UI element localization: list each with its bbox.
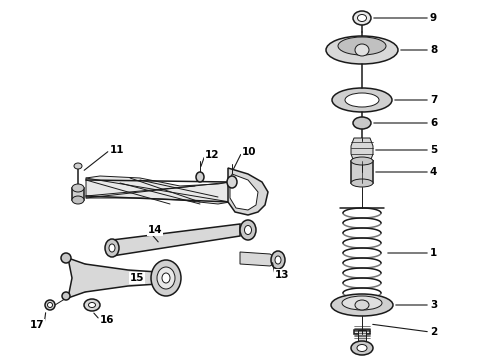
Text: 9: 9 [430, 13, 437, 23]
Ellipse shape [338, 37, 386, 55]
Ellipse shape [74, 163, 82, 169]
Polygon shape [230, 174, 258, 210]
Ellipse shape [326, 36, 398, 64]
Ellipse shape [48, 302, 52, 307]
Polygon shape [240, 252, 280, 266]
Ellipse shape [353, 11, 371, 25]
Ellipse shape [61, 253, 71, 263]
Ellipse shape [345, 93, 379, 107]
Polygon shape [112, 224, 240, 256]
Bar [351, 161, 373, 183]
Ellipse shape [358, 14, 367, 22]
Ellipse shape [151, 260, 181, 296]
Ellipse shape [157, 267, 175, 289]
Ellipse shape [351, 179, 373, 187]
Ellipse shape [342, 296, 382, 310]
Ellipse shape [45, 300, 55, 310]
Polygon shape [86, 176, 230, 204]
Ellipse shape [72, 184, 84, 192]
Polygon shape [228, 168, 268, 215]
Ellipse shape [105, 239, 119, 257]
Polygon shape [68, 258, 163, 298]
Ellipse shape [353, 117, 371, 129]
Text: 13: 13 [275, 270, 290, 280]
Text: 17: 17 [29, 320, 44, 330]
Text: 5: 5 [430, 145, 437, 155]
Text: 7: 7 [430, 95, 438, 105]
Ellipse shape [355, 44, 369, 56]
Text: 16: 16 [100, 315, 115, 325]
Text: 11: 11 [110, 145, 124, 155]
Ellipse shape [357, 345, 367, 351]
Text: 1: 1 [430, 248, 437, 258]
Text: 12: 12 [205, 150, 220, 160]
Text: 10: 10 [242, 147, 256, 157]
Ellipse shape [331, 294, 393, 316]
Ellipse shape [72, 196, 84, 204]
Ellipse shape [109, 244, 115, 252]
Ellipse shape [271, 251, 285, 269]
Text: 6: 6 [430, 118, 437, 128]
Text: 3: 3 [430, 300, 437, 310]
Ellipse shape [89, 302, 96, 307]
Ellipse shape [162, 273, 170, 283]
Text: 8: 8 [430, 45, 437, 55]
Ellipse shape [351, 341, 373, 355]
Ellipse shape [84, 299, 100, 311]
Ellipse shape [355, 300, 369, 310]
Bar [72, 188, 84, 200]
Text: 14: 14 [148, 225, 163, 235]
Bar [354, 330, 370, 334]
Ellipse shape [332, 88, 392, 112]
Ellipse shape [245, 225, 251, 234]
Polygon shape [351, 138, 373, 162]
Bar [358, 330, 366, 344]
Ellipse shape [351, 157, 373, 165]
Ellipse shape [240, 220, 256, 240]
Ellipse shape [227, 176, 237, 188]
Text: 15: 15 [130, 273, 145, 283]
Text: 2: 2 [430, 327, 437, 337]
Ellipse shape [196, 172, 204, 182]
Ellipse shape [275, 256, 281, 264]
Text: 4: 4 [430, 167, 438, 177]
Ellipse shape [62, 292, 70, 300]
